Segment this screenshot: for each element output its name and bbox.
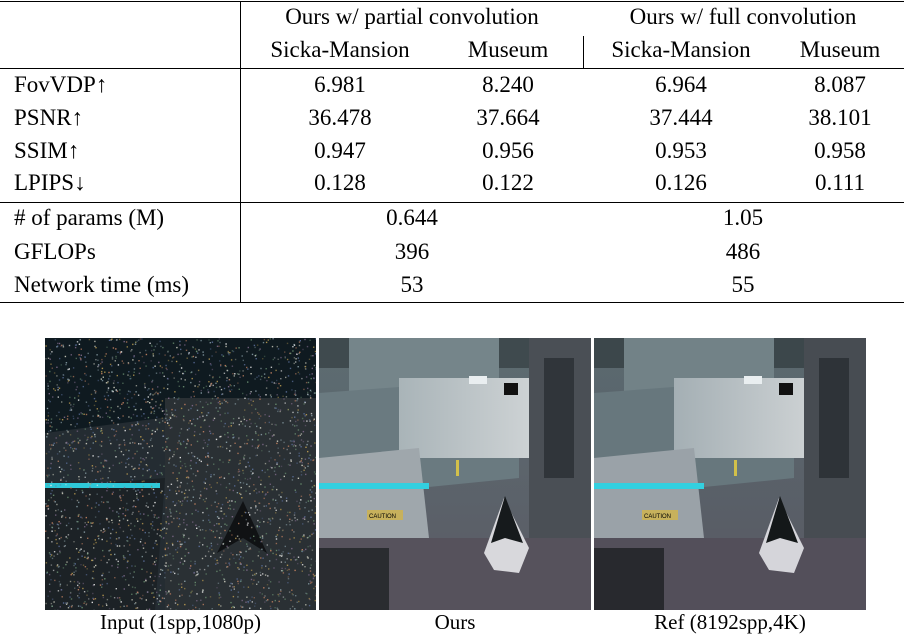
table-cell: 396 [394, 239, 430, 264]
sub-header-cell: Sicka-Mansion [270, 37, 410, 62]
row-label: LPIPS↓ [14, 170, 86, 195]
group-header-partial: Ours w/ partial convolution [285, 4, 539, 29]
table-cell: 0.644 [386, 205, 438, 230]
sub-header-cell: Museum [467, 37, 549, 62]
row-label: FovVDP↑ [14, 72, 108, 97]
table-cell: 0.958 [814, 138, 866, 163]
caution-sign-label: CAUTION [369, 514, 396, 520]
comparison-table: Ours w/ partial convolution Ours w/ full… [0, 0, 904, 304]
table-cell: 36.478 [308, 105, 372, 130]
input-render-image [45, 338, 316, 610]
table-cell: 8.240 [482, 72, 534, 97]
table-cell: 486 [725, 239, 761, 264]
table-cell: 1.05 [722, 205, 764, 230]
metrics-bottom-rule [0, 202, 904, 203]
table-cell: 0.953 [655, 138, 707, 163]
caption-ours: Ours [434, 610, 476, 634]
row-label: Network time (ms) [14, 272, 190, 297]
table-cell: 38.101 [808, 105, 872, 130]
table-top-rule [0, 1, 904, 2]
label-column-divider [240, 1, 241, 303]
caption-reference: Ref (8192spp,4K) [654, 610, 806, 634]
group-divider [583, 36, 584, 68]
row-label: # of params (M) [14, 205, 165, 230]
header-bottom-rule [0, 68, 904, 69]
table-cell: 8.087 [814, 72, 866, 97]
caption-input: Input (1spp,1080p) [100, 610, 261, 634]
sub-header-cell: Museum [799, 37, 881, 62]
table-cell: 6.964 [655, 72, 707, 97]
table-cell: 0.111 [814, 170, 866, 195]
table-cell: 0.947 [314, 138, 366, 163]
row-label: PSNR↑ [14, 105, 84, 130]
group-header-full: Ours w/ full convolution [629, 4, 857, 29]
table-cell: 0.122 [482, 170, 534, 195]
table-cell: 0.128 [314, 170, 366, 195]
table-cell: 0.126 [655, 170, 707, 195]
caution-sign-label: CAUTION [644, 514, 671, 520]
sub-header-cell: Sicka-Mansion [611, 37, 751, 62]
table-bottom-rule [0, 302, 904, 303]
row-label: GFLOPs [14, 239, 96, 264]
table-cell: 55 [731, 272, 755, 297]
row-label: SSIM↑ [14, 138, 80, 163]
table-cell: 0.956 [482, 138, 534, 163]
table-cell: 6.981 [314, 72, 366, 97]
table-cell: 37.444 [649, 105, 713, 130]
reference-render-image: CAUTION [594, 338, 866, 610]
ours-render-image: CAUTION [319, 338, 591, 610]
table-cell: 53 [400, 272, 424, 297]
table-cell: 37.664 [476, 105, 540, 130]
